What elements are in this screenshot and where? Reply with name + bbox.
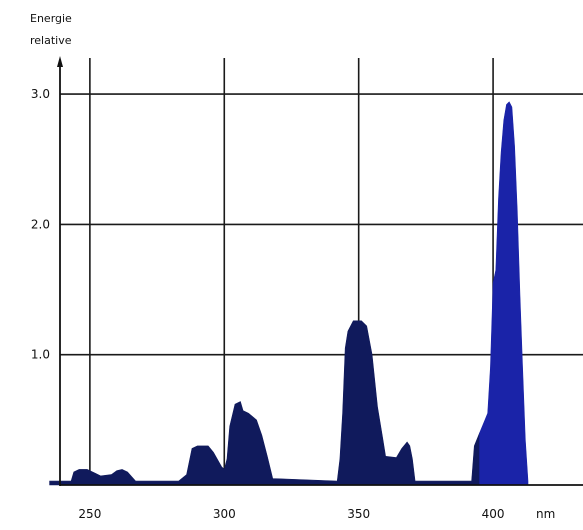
y-tick-label-1.0: 1.0	[31, 348, 50, 362]
y-axis-title-line1: Energie	[30, 12, 72, 25]
x-tick-label-350: 350	[347, 507, 370, 521]
y-axis-arrow-icon	[57, 56, 63, 67]
spectrum-area-2	[479, 101, 529, 486]
tick-labels: 250 300 350 400 1.0 2.0 3.0	[31, 87, 505, 521]
spectrum-areas	[49, 101, 529, 486]
x-tick-label-300: 300	[213, 507, 236, 521]
x-axis-unit: nm	[536, 507, 555, 521]
y-tick-label-3.0: 3.0	[31, 87, 50, 101]
x-tick-label-400: 400	[482, 507, 505, 521]
y-tick-label-2.0: 2.0	[31, 217, 50, 231]
grid-lines	[60, 58, 583, 485]
spectrum-area-1	[49, 320, 480, 486]
axes	[57, 56, 583, 486]
x-tick-label-250: 250	[78, 507, 101, 521]
y-axis-title-line2: relative	[30, 34, 72, 47]
